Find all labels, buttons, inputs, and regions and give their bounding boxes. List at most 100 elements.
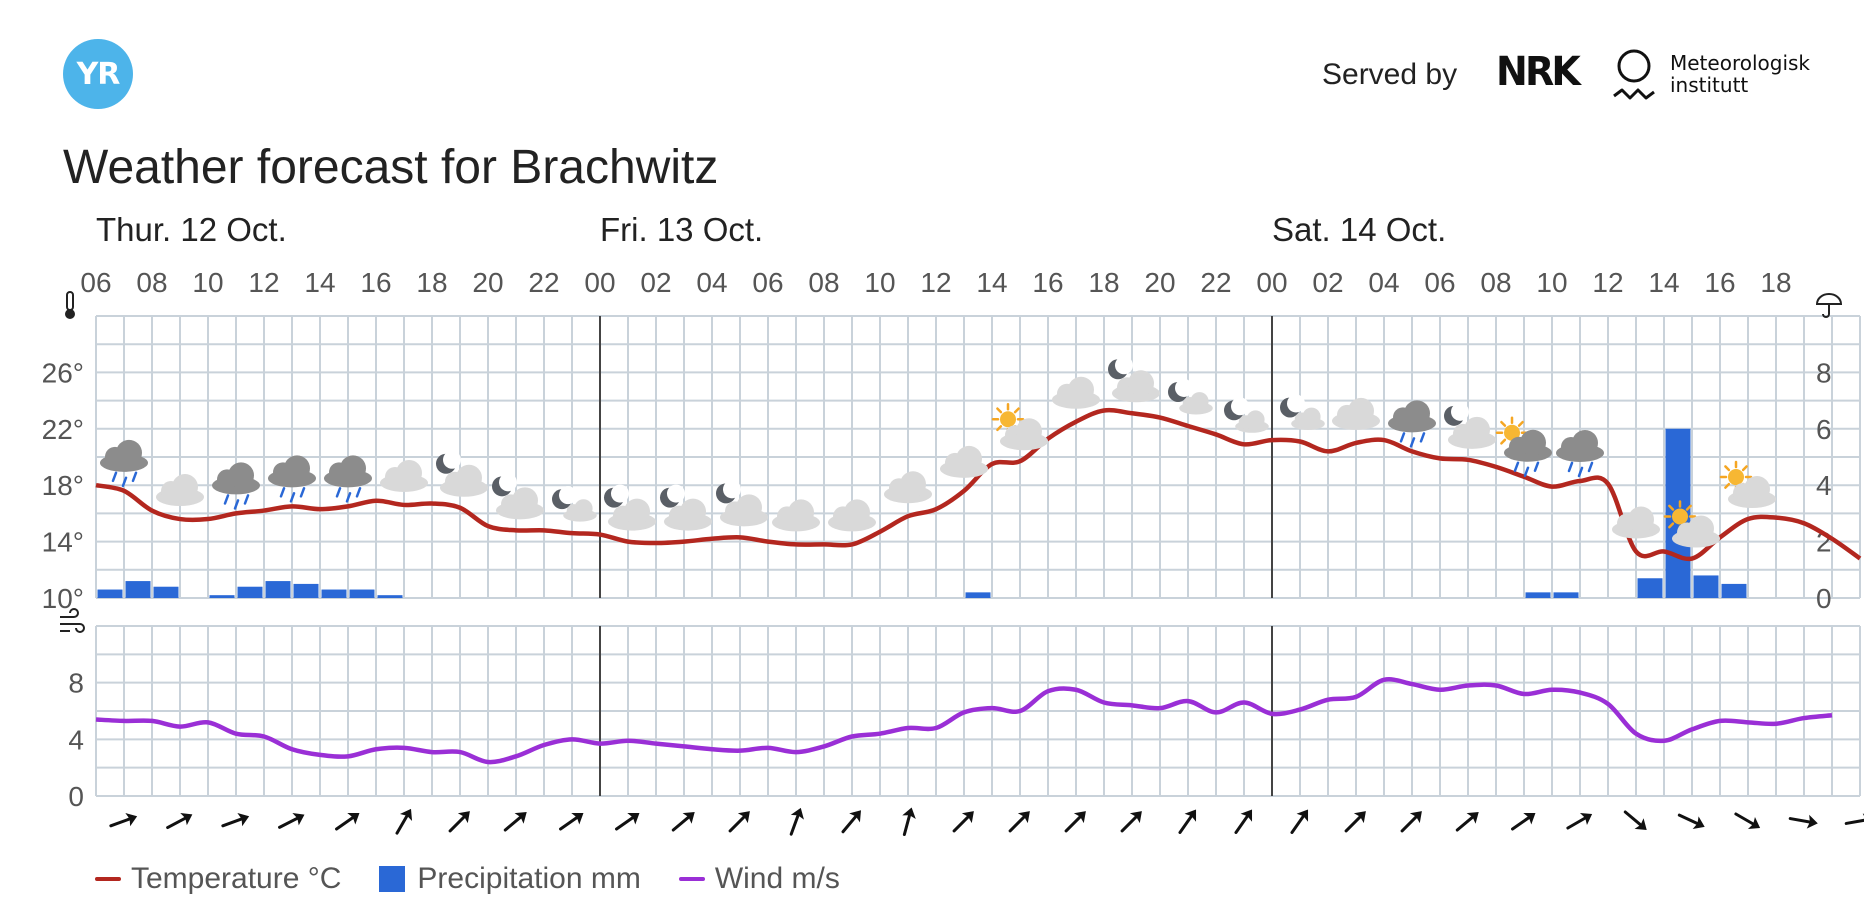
hour-tick-label: 18 — [1760, 267, 1791, 298]
partly-sunny-icon — [991, 402, 1048, 451]
chart-grid — [95, 315, 1861, 797]
wind-arrow-icon — [1344, 811, 1366, 833]
wind-tick-label: 0 — [68, 781, 84, 812]
night-cloud-icon — [1108, 356, 1160, 403]
wind-arrow-icon — [1511, 812, 1536, 831]
hour-tick-label: 02 — [640, 267, 671, 298]
partly-sunny-icon — [1719, 460, 1776, 509]
temperature-tick-label: 14° — [42, 527, 84, 558]
precipitation-bar — [125, 581, 151, 598]
thermometer-icon — [65, 291, 75, 319]
wind-arrow-icon — [559, 812, 584, 831]
hour-tick-label: 06 — [1424, 267, 1455, 298]
hour-tick-label: 22 — [1200, 267, 1231, 298]
precipitation-bar — [1693, 575, 1719, 598]
rain-cloud-icon — [1388, 400, 1436, 448]
wind-icon — [60, 608, 85, 633]
wind-tick-label: 8 — [68, 668, 84, 699]
night-cloud-icon — [436, 450, 488, 497]
wind-arrow-icon — [952, 811, 974, 833]
cloud-icon — [1332, 397, 1380, 430]
hour-tick-label: 18 — [416, 267, 447, 298]
wind-arrow-icon — [221, 813, 250, 828]
precipitation-tick-label: 0 — [1816, 583, 1832, 614]
hour-tick-label: 10 — [192, 267, 223, 298]
wind-arrow-icon — [1623, 810, 1647, 830]
wind-arrow-icon — [1566, 812, 1593, 830]
cloud-icon — [380, 459, 428, 492]
hour-tick-label: 20 — [1144, 267, 1175, 298]
met-institute-logo-icon — [1613, 49, 1655, 100]
hour-tick-label: 10 — [1536, 267, 1567, 298]
legend-precipitation[interactable]: Precipitation mm — [379, 862, 641, 896]
cloud-icon — [884, 471, 932, 504]
hour-tick-label: 06 — [80, 267, 111, 298]
wind-arrows — [109, 807, 1864, 837]
day-label: Sat. 14 Oct. — [1272, 211, 1446, 248]
hour-tick-label: 02 — [1312, 267, 1343, 298]
met-line2: institutt — [1670, 73, 1749, 97]
wind-arrow-icon — [1788, 814, 1818, 829]
wind-arrow-icon — [1734, 812, 1761, 830]
wind-arrow-icon — [395, 808, 413, 835]
yr-logo-text: YR — [76, 56, 121, 92]
precipitation-bar — [1721, 583, 1747, 598]
met-line1: Meteorologisk — [1670, 51, 1811, 75]
wind-arrow-icon — [166, 812, 193, 830]
temperature-tick-label: 22° — [42, 414, 84, 445]
precipitation-bar — [97, 589, 123, 598]
wind-arrow-icon — [728, 811, 750, 833]
precipitation-bars — [97, 428, 1747, 598]
hour-tick-label: 12 — [248, 267, 279, 298]
rain-cloud-icon — [100, 439, 148, 488]
cloud-icon — [940, 445, 988, 478]
wind-arrow-icon — [1400, 811, 1422, 833]
legend-wind-label: Wind m/s — [714, 862, 840, 895]
legend-temperature-label: Temperature °C — [131, 862, 342, 895]
hour-tick-label: 18 — [1088, 267, 1119, 298]
chart-legend: Temperature °C Precipitation mm Wind m/s — [95, 862, 878, 896]
legend-wind[interactable]: Wind m/s — [678, 862, 840, 896]
night-partly-cloudy-icon — [1168, 378, 1213, 415]
chart-axis-labels: Thur. 12 Oct. Fri. 13 Oct. Sat. 14 Oct. 06 0… — [42, 211, 1843, 812]
weather-icons — [100, 356, 1776, 548]
legend-temperature[interactable]: Temperature °C — [95, 862, 341, 896]
nrk-logo[interactable]: NRK — [1496, 49, 1581, 95]
wind-arrow-icon — [1008, 811, 1030, 833]
day-label: Thur. 12 Oct. — [96, 211, 287, 248]
met-institute-logo[interactable]: Meteorologisk institutt — [1670, 52, 1810, 96]
precipitation-bar — [153, 586, 179, 598]
wind-arrow-icon — [789, 807, 804, 836]
hour-tick-label: 14 — [1648, 267, 1679, 298]
night-cloud-icon — [716, 480, 768, 527]
precipitation-bar — [293, 583, 319, 598]
wind-arrow-icon — [1178, 809, 1197, 834]
legend-precipitation-swatch — [379, 866, 406, 892]
night-cloud-icon — [604, 484, 656, 531]
yr-logo[interactable]: YR — [63, 39, 133, 109]
wind-line — [95, 677, 1833, 765]
precipitation-tick-label: 4 — [1816, 470, 1832, 501]
rain-cloud-icon — [1556, 429, 1604, 478]
wind-tick-label: 4 — [68, 724, 84, 755]
hour-tick-label: 10 — [864, 267, 895, 298]
day-label: Fri. 13 Oct. — [600, 211, 763, 248]
precipitation-bar — [321, 589, 347, 598]
precipitation-bar — [1553, 592, 1579, 598]
hour-tick-label: 04 — [696, 267, 727, 298]
cloud-icon — [828, 499, 876, 532]
page-title: Weather forecast for Brachwitz — [63, 141, 719, 194]
hour-tick-label: 08 — [1480, 267, 1511, 298]
precipitation-bar — [1525, 592, 1551, 598]
hour-tick-label: 20 — [472, 267, 503, 298]
partly-sunny-icon — [1663, 500, 1720, 548]
rain-cloud-icon — [212, 462, 260, 510]
precipitation-bar — [349, 589, 375, 598]
hour-tick-label: 22 — [528, 267, 559, 298]
precipitation-bar — [209, 595, 235, 598]
precipitation-bar — [1637, 578, 1663, 598]
night-partly-cloudy-icon — [552, 486, 597, 522]
wind-arrow-icon — [1455, 812, 1479, 832]
umbrella-icon — [1815, 293, 1843, 318]
